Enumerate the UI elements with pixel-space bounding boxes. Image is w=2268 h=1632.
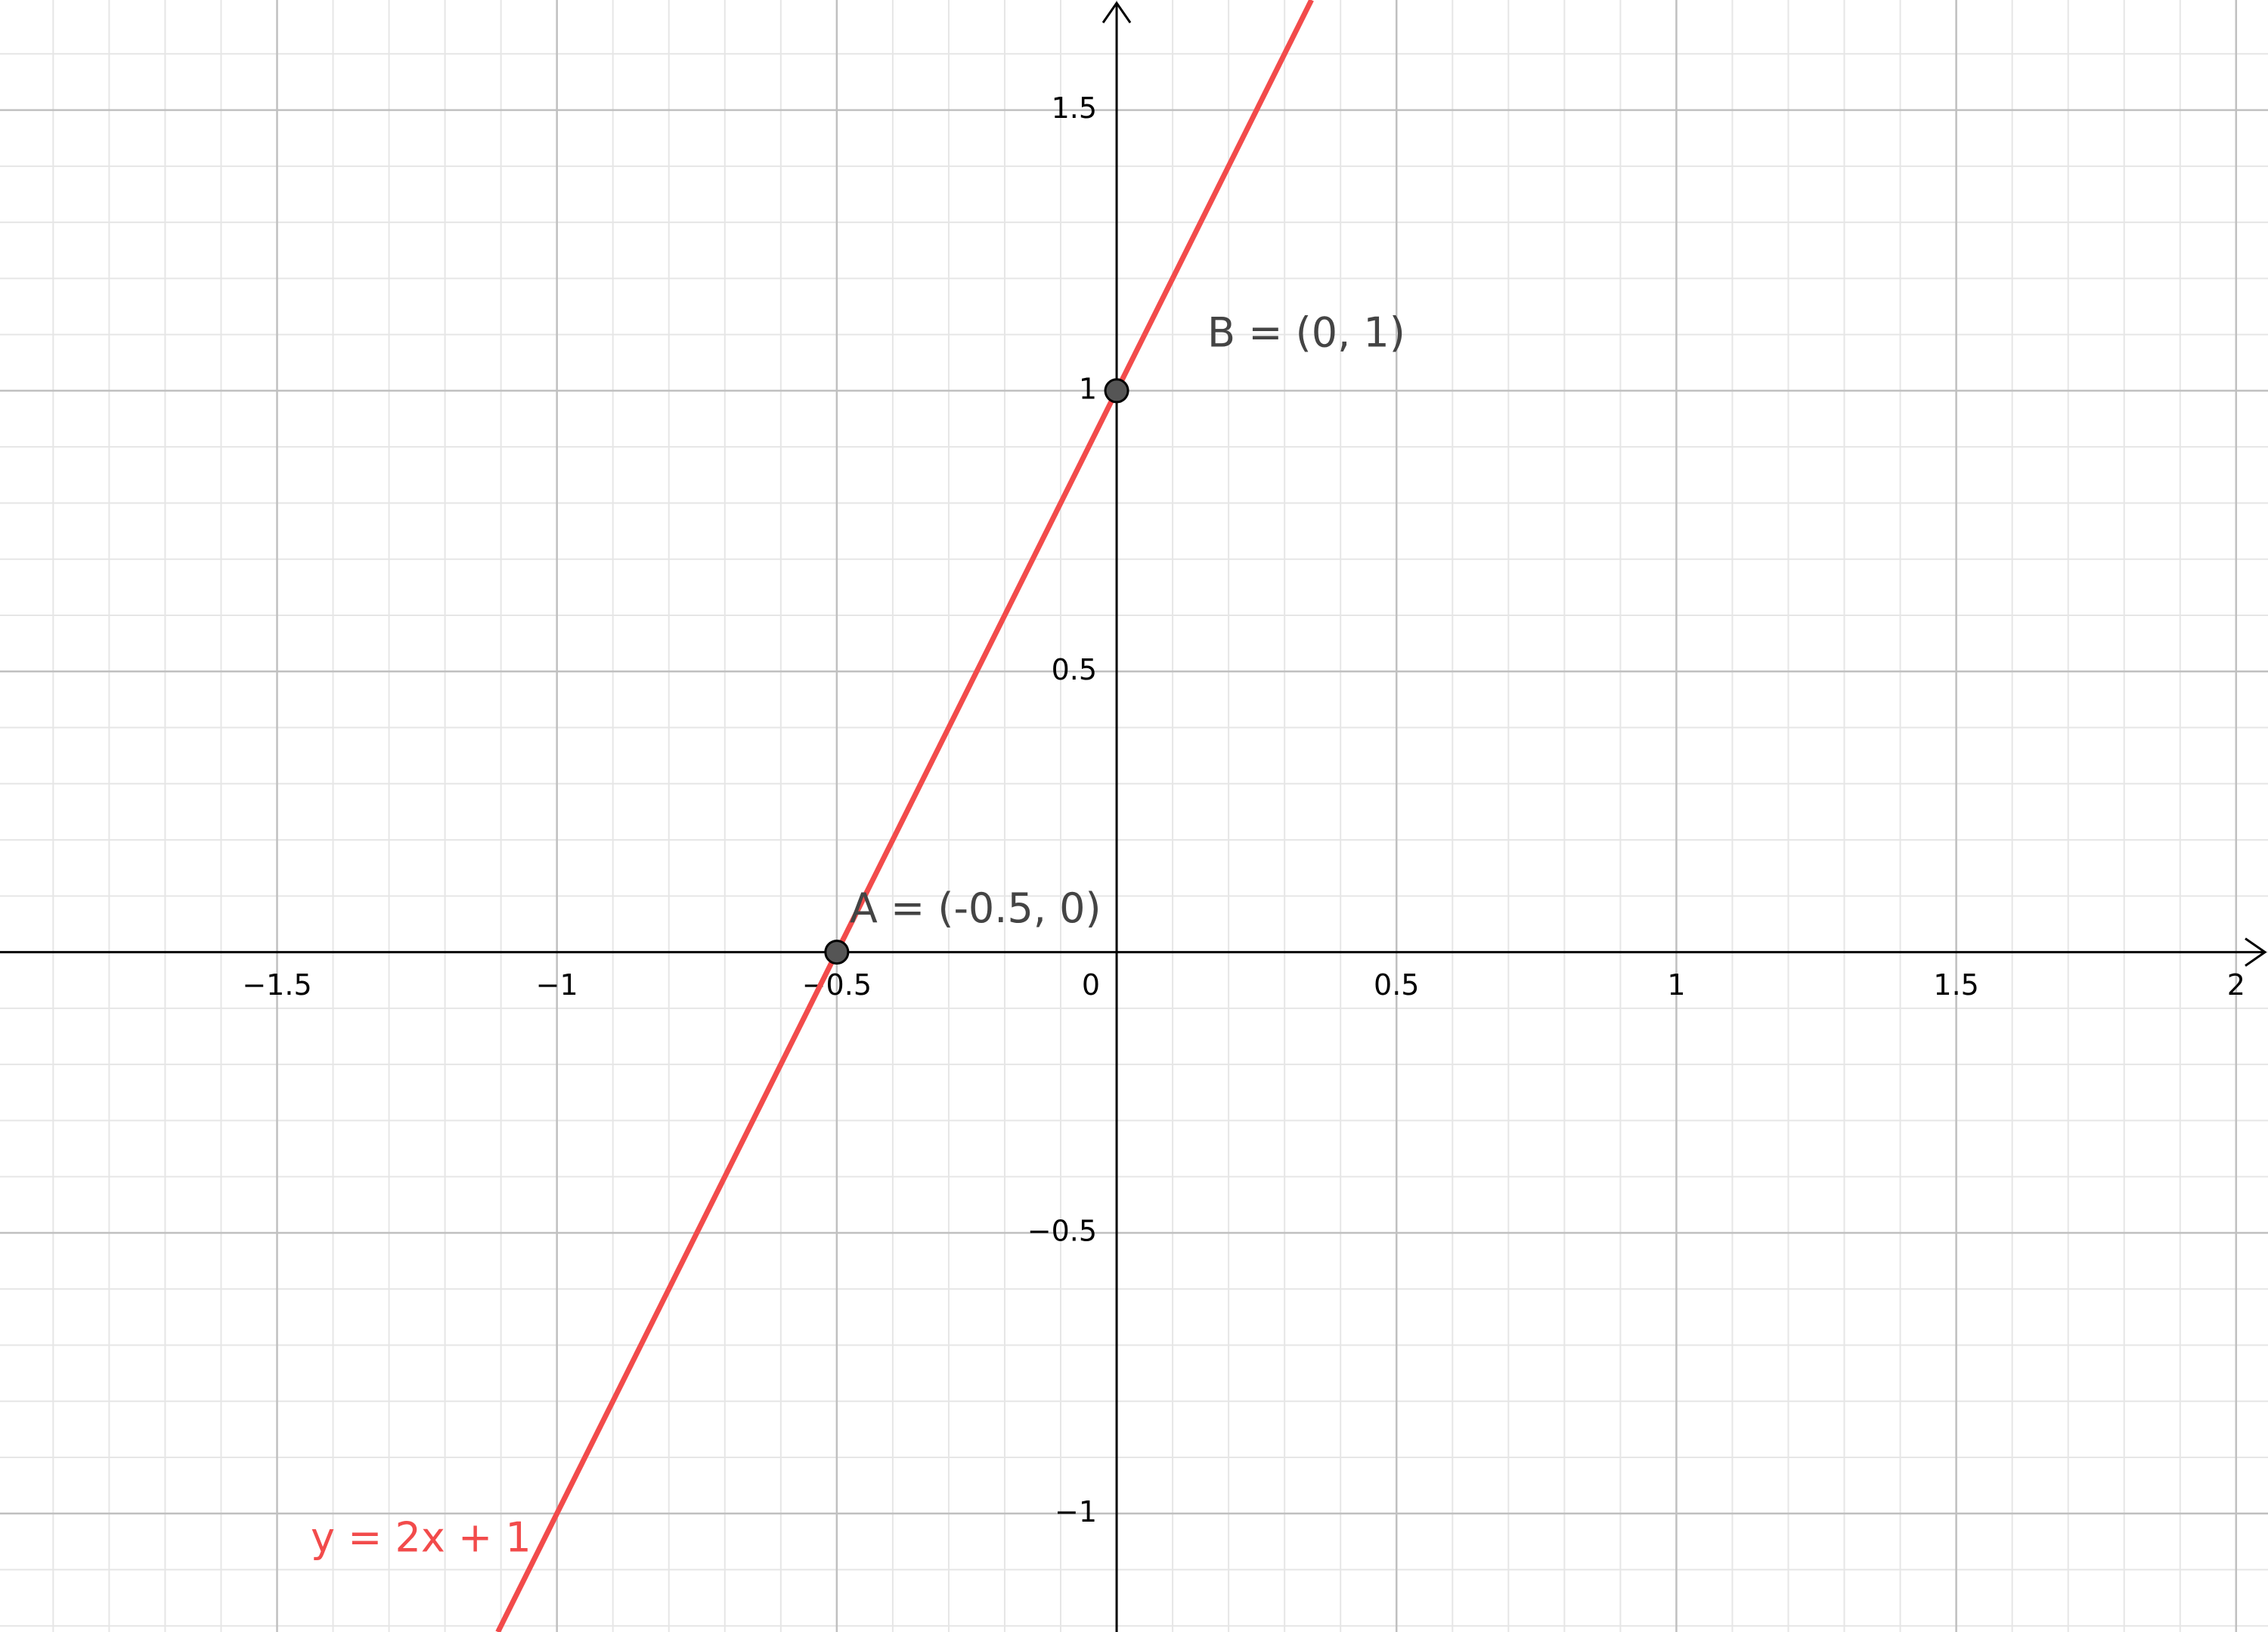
point [824, 940, 850, 965]
y-tick-label: 1 [1079, 372, 1097, 405]
point-label: B = (0, 1) [1207, 309, 1405, 357]
y-axis-arrow [1101, 1, 1132, 23]
y-tick-label: −1 [1055, 1495, 1097, 1528]
y-tick-label: −0.5 [1027, 1214, 1097, 1247]
x-tick-label: −1 [536, 968, 578, 1002]
point-label: A = (-0.5, 0) [850, 884, 1101, 932]
x-tick-label: −1.5 [242, 968, 311, 1002]
x-tick-label: 1 [1667, 968, 1685, 1002]
y-tick-label: 1.5 [1052, 91, 1097, 125]
x-tick-label: 2 [2227, 968, 2245, 1002]
x-tick-label: 0.5 [1374, 968, 1419, 1002]
point [1104, 378, 1129, 404]
function-line [495, 0, 1314, 1632]
line-label: y = 2x + 1 [311, 1514, 531, 1562]
x-tick-label: 1.5 [1933, 968, 1978, 1002]
y-tick-label: 0.5 [1052, 653, 1097, 686]
x-axis-arrow [2245, 937, 2267, 967]
x-tick-label: 0 [1082, 968, 1100, 1002]
